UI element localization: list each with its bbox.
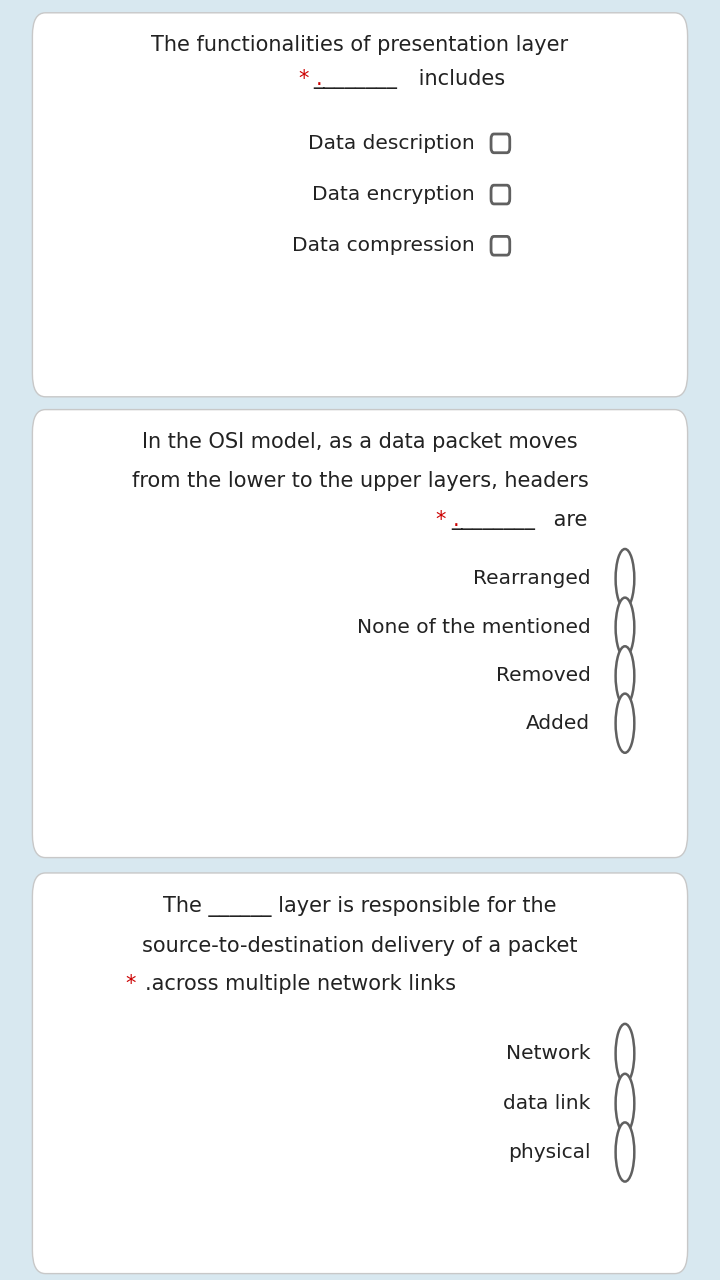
Ellipse shape bbox=[616, 1123, 634, 1181]
FancyBboxPatch shape bbox=[491, 186, 510, 204]
Text: .across multiple network links: .across multiple network links bbox=[145, 974, 456, 995]
Text: * .: * . bbox=[299, 69, 323, 90]
FancyBboxPatch shape bbox=[32, 873, 688, 1274]
Text: None of the mentioned: None of the mentioned bbox=[356, 618, 590, 636]
Ellipse shape bbox=[616, 1024, 634, 1083]
Text: Data compression: Data compression bbox=[292, 237, 475, 255]
FancyBboxPatch shape bbox=[32, 13, 688, 397]
Ellipse shape bbox=[616, 1074, 634, 1133]
Ellipse shape bbox=[616, 694, 634, 753]
FancyBboxPatch shape bbox=[491, 237, 510, 255]
Text: includes: includes bbox=[412, 69, 505, 90]
FancyBboxPatch shape bbox=[32, 410, 688, 858]
Text: Removed: Removed bbox=[495, 667, 590, 685]
Text: Rearranged: Rearranged bbox=[473, 570, 590, 588]
Ellipse shape bbox=[616, 549, 634, 608]
Text: Data encryption: Data encryption bbox=[312, 186, 475, 204]
Text: data link: data link bbox=[503, 1094, 590, 1112]
Text: In the OSI model, as a data packet moves: In the OSI model, as a data packet moves bbox=[142, 431, 578, 452]
Text: physical: physical bbox=[508, 1143, 590, 1161]
Text: source-to-destination delivery of a packet: source-to-destination delivery of a pack… bbox=[143, 936, 577, 956]
Text: *: * bbox=[126, 974, 143, 995]
Ellipse shape bbox=[616, 598, 634, 657]
Text: ________: ________ bbox=[313, 69, 397, 90]
Text: Network: Network bbox=[506, 1044, 590, 1062]
Text: Data description: Data description bbox=[308, 134, 475, 152]
Text: from the lower to the upper layers, headers: from the lower to the upper layers, head… bbox=[132, 471, 588, 492]
Text: The functionalities of presentation layer: The functionalities of presentation laye… bbox=[151, 35, 569, 55]
Ellipse shape bbox=[616, 646, 634, 705]
FancyBboxPatch shape bbox=[491, 134, 510, 152]
Text: ________: ________ bbox=[451, 509, 536, 530]
Text: are: are bbox=[547, 509, 588, 530]
Text: Added: Added bbox=[526, 714, 590, 732]
Text: * .: * . bbox=[436, 509, 459, 530]
Text: The ______ layer is responsible for the: The ______ layer is responsible for the bbox=[163, 896, 557, 916]
